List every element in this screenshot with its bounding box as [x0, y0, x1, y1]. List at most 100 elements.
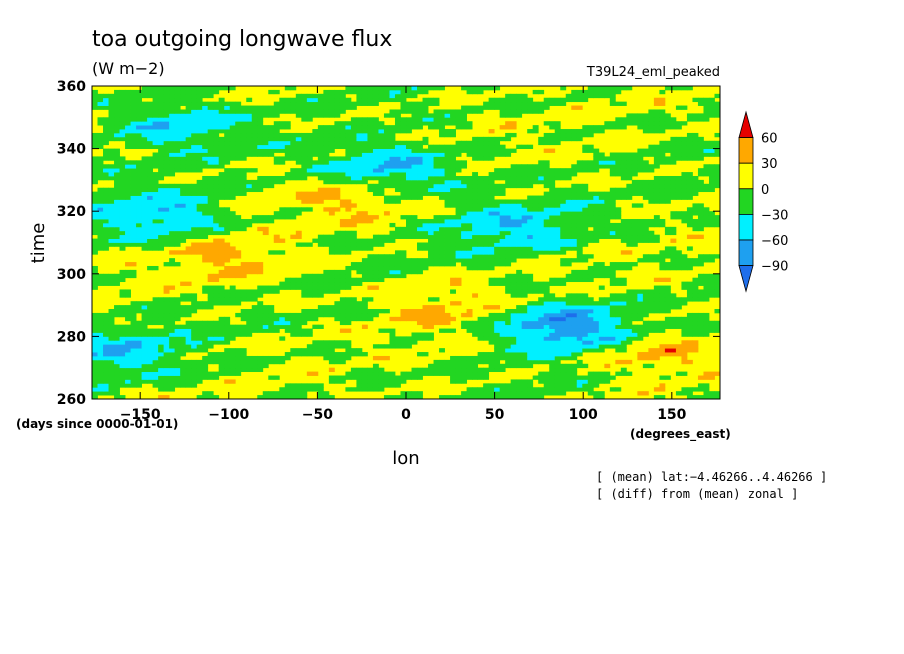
heatmap-cell — [455, 164, 462, 169]
heatmap-cell — [202, 140, 209, 146]
heatmap-cell — [114, 352, 120, 357]
heatmap-cell — [620, 250, 627, 255]
heatmap-cell — [527, 250, 534, 255]
heatmap-cell — [180, 367, 187, 373]
heatmap-cell — [472, 293, 479, 298]
heatmap-cell — [328, 136, 335, 142]
heatmap-cell — [582, 144, 589, 149]
heatmap-cell — [516, 250, 523, 255]
heatmap-cell — [472, 395, 479, 400]
heatmap-cell — [439, 195, 445, 200]
heatmap-cell — [169, 359, 176, 365]
heatmap-cell — [483, 175, 490, 181]
heatmap-cell — [202, 191, 209, 196]
heatmap-cell — [224, 187, 231, 193]
heatmap-cell — [394, 258, 401, 263]
heatmap-cell — [125, 379, 131, 384]
heatmap-cell — [505, 277, 512, 283]
heatmap-cell — [191, 129, 198, 134]
heatmap-cell — [483, 222, 490, 228]
heatmap-cell — [334, 316, 341, 322]
heatmap-cell — [422, 352, 429, 357]
heatmap-cell — [185, 230, 192, 236]
heatmap-cell — [417, 222, 423, 228]
heatmap-cell — [152, 199, 159, 204]
heatmap-cell — [312, 312, 319, 318]
heatmap-cell — [317, 238, 324, 243]
heatmap-cell — [119, 187, 126, 193]
heatmap-cell — [703, 375, 710, 380]
heatmap-cell — [119, 363, 126, 369]
heatmap-cell — [604, 160, 611, 165]
heatmap-cell — [505, 355, 512, 361]
heatmap-cell — [152, 359, 159, 365]
heatmap-cell — [494, 172, 501, 177]
heatmap-cell — [488, 242, 495, 247]
heatmap-cell — [675, 250, 682, 255]
heatmap-cell — [141, 324, 148, 329]
heatmap-cell — [543, 207, 550, 212]
heatmap-cell — [714, 371, 721, 376]
heatmap-cell — [406, 312, 412, 318]
heatmap-cell — [499, 187, 506, 193]
heatmap-cell — [262, 391, 269, 396]
heatmap-cell — [532, 387, 539, 392]
heatmap-cell — [477, 246, 484, 251]
heatmap-cell — [428, 297, 434, 302]
heatmap-cell — [455, 230, 462, 236]
heatmap-cell — [108, 117, 115, 122]
heatmap-cell — [609, 312, 616, 318]
heatmap-cell — [103, 191, 109, 196]
heatmap-cell — [169, 305, 176, 310]
heatmap-cell — [472, 238, 479, 243]
heatmap-cell — [136, 144, 142, 149]
heatmap-cell — [284, 121, 291, 126]
heatmap-cell — [593, 238, 600, 243]
heatmap-cell — [290, 395, 297, 400]
heatmap-cell — [483, 316, 490, 322]
heatmap-cell — [455, 258, 462, 263]
heatmap-cell — [290, 211, 297, 216]
heatmap-cell — [488, 340, 495, 345]
heatmap-cell — [494, 281, 501, 286]
heatmap-cell — [103, 387, 109, 392]
heatmap-cell — [394, 379, 401, 384]
heatmap-cell — [158, 371, 165, 376]
heatmap-cell — [141, 222, 148, 228]
heatmap-cell — [383, 383, 390, 388]
heatmap-cell — [169, 320, 176, 326]
heatmap-cell — [169, 387, 176, 392]
heatmap-cell — [488, 250, 495, 255]
heatmap-cell — [648, 355, 655, 361]
heatmap-cell — [207, 187, 214, 193]
heatmap-cell — [444, 203, 451, 208]
heatmap-cell — [367, 269, 374, 275]
heatmap-cell — [246, 293, 253, 298]
heatmap-cell — [450, 187, 456, 193]
heatmap-cell — [472, 183, 479, 189]
heatmap-cell — [499, 367, 506, 373]
heatmap-cell — [213, 352, 220, 357]
heatmap-cell — [103, 219, 109, 224]
heatmap-cell — [273, 234, 280, 239]
heatmap-cell — [196, 375, 203, 380]
heatmap-cell — [394, 156, 401, 161]
heatmap-cell — [229, 183, 236, 189]
heatmap-cell — [328, 140, 335, 146]
heatmap-cell — [191, 222, 198, 228]
heatmap-cell — [361, 215, 368, 220]
heatmap-cell — [626, 297, 633, 302]
heatmap-cell — [477, 254, 484, 259]
heatmap-cell — [394, 230, 401, 236]
heatmap-cell — [97, 336, 104, 341]
heatmap-cell — [532, 246, 539, 251]
heatmap-cell — [169, 230, 176, 236]
heatmap-cell — [284, 136, 291, 142]
heatmap-cell — [532, 203, 539, 208]
heatmap-cell — [543, 222, 550, 228]
heatmap-cell — [527, 301, 534, 306]
heatmap-cell — [483, 136, 490, 142]
heatmap-cell — [251, 168, 258, 173]
heatmap-cell — [653, 324, 660, 329]
heatmap-cell — [411, 160, 418, 165]
